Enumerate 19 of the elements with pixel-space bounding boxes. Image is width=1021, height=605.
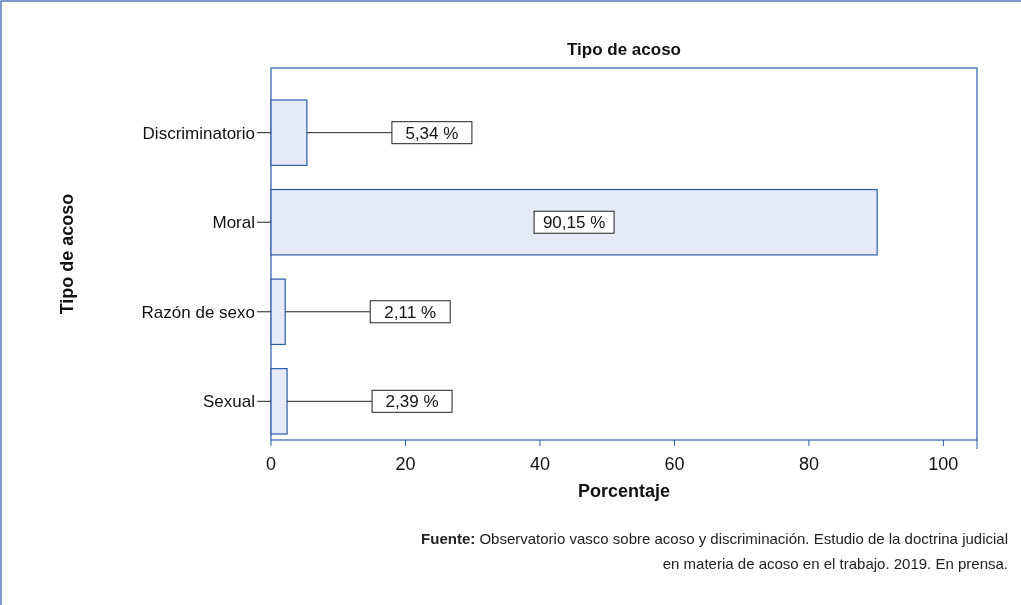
data-label: 90,15 % (542, 213, 606, 233)
x-tick-label: 80 (798, 454, 819, 474)
y-tick-label: Moral (212, 213, 255, 233)
y-tick-label: Razón de sexo (141, 302, 255, 322)
x-tick-label: 20 (395, 454, 416, 474)
x-axis-title: Porcentaje (577, 481, 671, 501)
data-label: 5,34 % (405, 123, 459, 143)
data-label: 2,39 % (385, 392, 439, 412)
text: en materia de acoso en el trabajo. 2019. En prensa. (662, 555, 1008, 572)
x-tick-label: 60 (664, 454, 685, 474)
y-tick-label: Discriminatorio (142, 123, 255, 143)
data-label: 2,11 % (384, 302, 437, 322)
y-axis-title: Tipo de acoso (57, 193, 77, 315)
y-tick-label: Sexual (203, 392, 255, 412)
x-tick-label: 0 (265, 454, 277, 474)
x-tick-label: 40 (529, 454, 550, 474)
chart-title: Tipo de acoso (567, 40, 681, 59)
source-note: Fuente: Observatorio vasco sobre acoso y discriminación. Estudio de la doctrina judicial (421, 530, 1008, 547)
x-tick-label: 100 (928, 454, 959, 474)
